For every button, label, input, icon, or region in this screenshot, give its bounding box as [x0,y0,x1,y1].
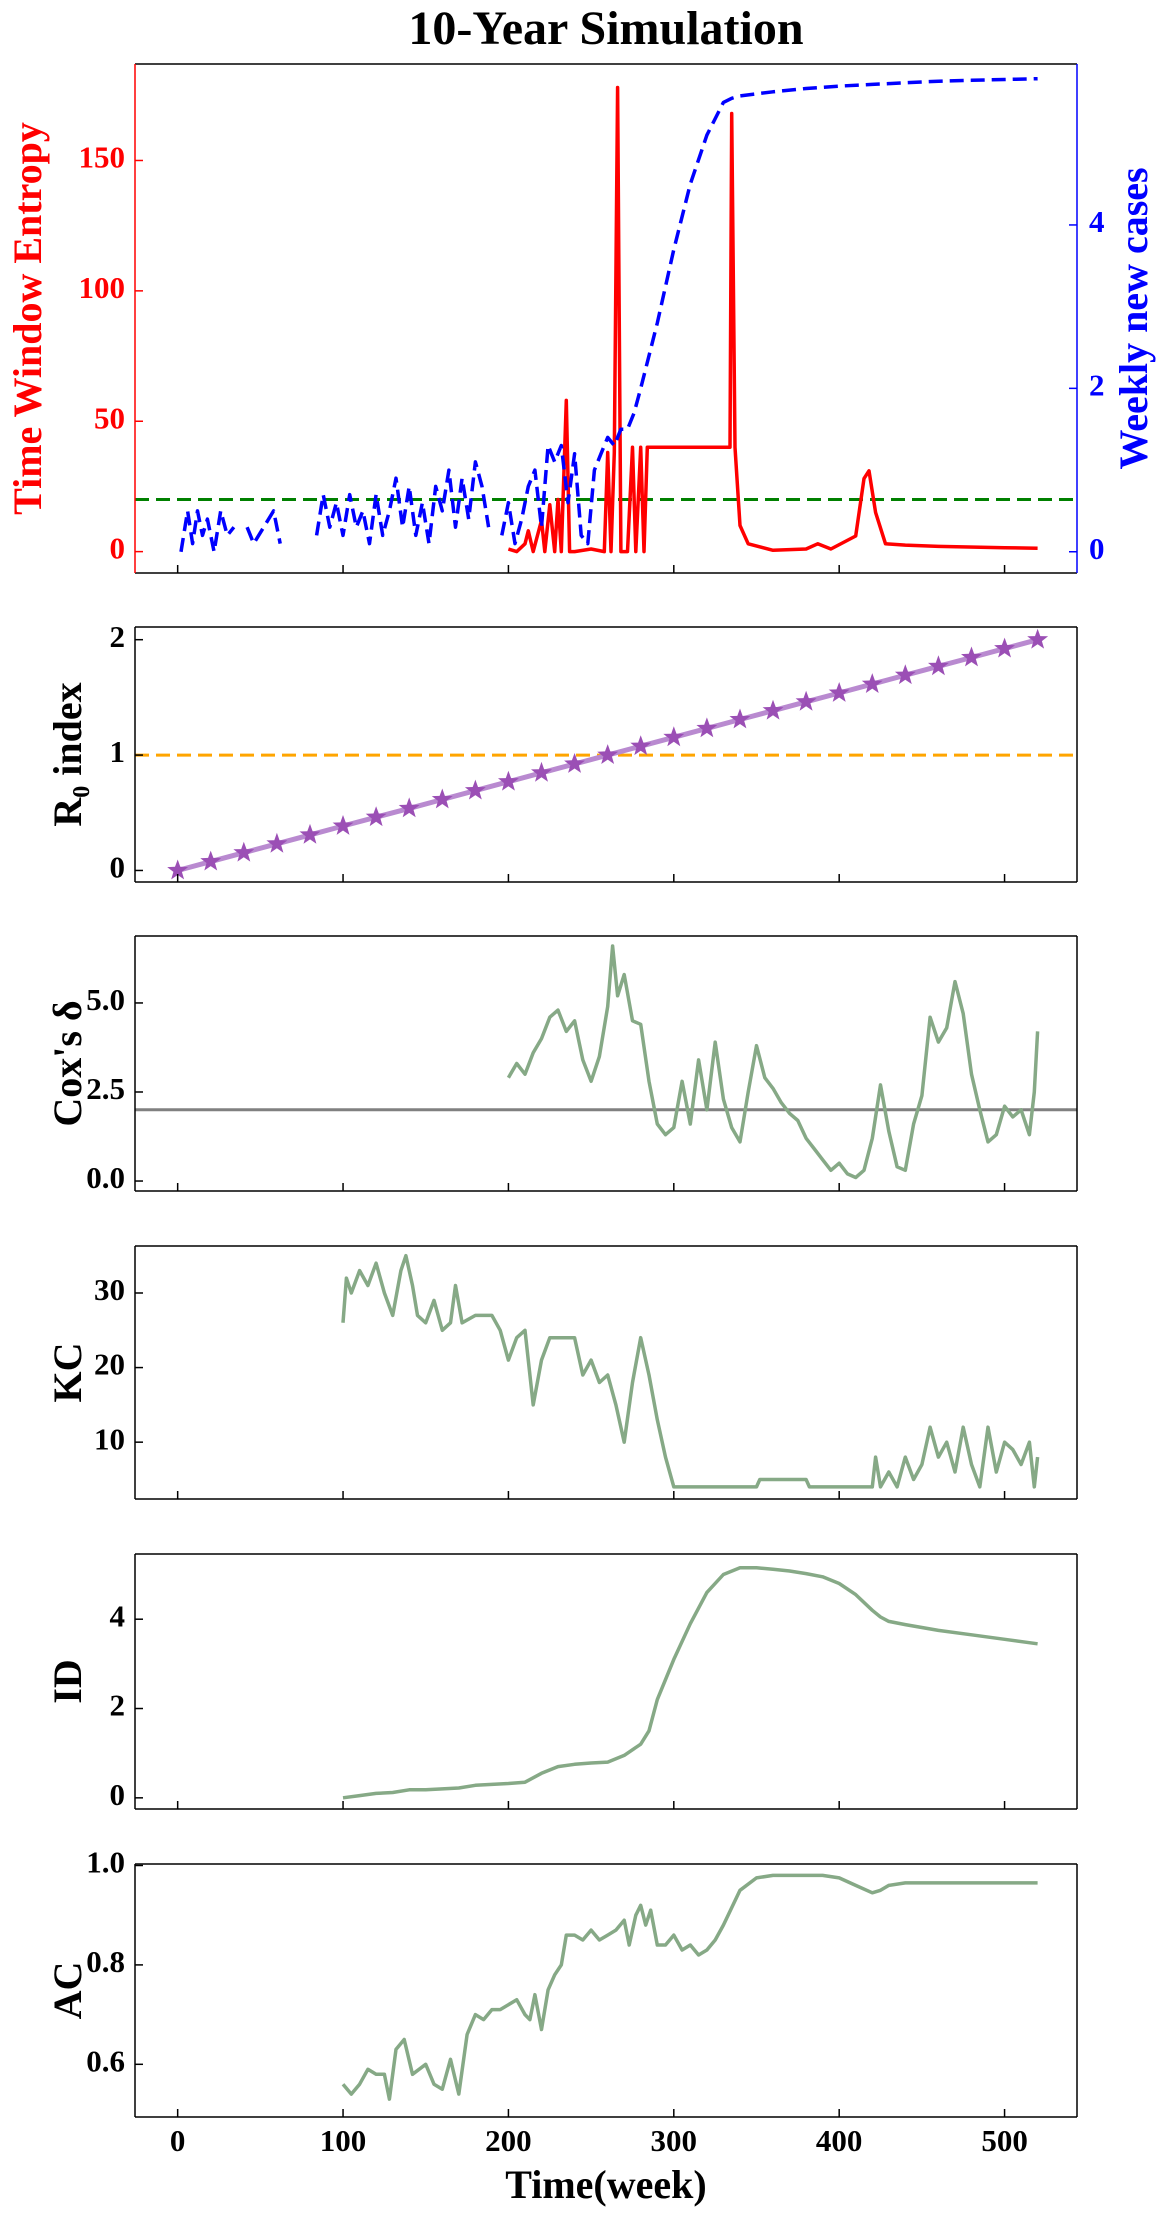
y-tick-label: 20 [94,1347,125,1382]
y-tick-label: 0 [110,850,126,885]
y-axis-label: Cox's δ [45,1000,90,1126]
y-tick-label: 10 [94,1421,125,1456]
star-marker [167,859,189,880]
star-marker [531,761,552,782]
star-marker [431,788,453,809]
star-marker [564,753,585,773]
y-tick-label: 0 [110,1777,126,1812]
y-axis-label: ID [45,1659,90,1703]
star-marker [861,673,883,693]
y-tick-label: 0.8 [86,1944,125,1979]
star-marker [994,637,1015,658]
x-tick-label: 0 [170,2123,186,2158]
y-tick-label: 50 [94,400,125,435]
star-marker [630,735,652,756]
star-marker [762,699,784,720]
y2-tick-label: 2 [1089,367,1105,402]
star-marker [200,850,222,871]
x-axis-label: Time(week) [505,2162,706,2207]
x-tick-label: 100 [320,2123,367,2158]
y-axis-label: R₀ index [45,682,90,826]
y-tick-label: 2 [110,1688,126,1723]
data-line [341,1253,1040,1489]
star-marker [464,779,486,800]
y-tick-label: 5.0 [86,982,125,1017]
y-tick-label: 0 [110,531,126,566]
y-axis-label: Time Window Entropy [5,122,50,515]
star-marker [928,655,949,676]
star-marker [1027,628,1049,649]
y-tick-label: 2 [110,619,126,654]
y2-tick-label: 4 [1089,204,1105,239]
x-tick-label: 500 [981,2123,1028,2158]
y-tick-label: 1.0 [86,1845,125,1880]
star-marker [961,646,982,667]
star-marker [795,690,817,711]
y2-axis-label: Weekly new cases [1111,167,1156,469]
y-axis-label: KC [45,1343,90,1403]
star-marker [828,682,850,702]
x-tick-label: 400 [816,2123,863,2158]
chart-title: 10-Year Simulation [408,2,803,55]
star-marker [597,744,619,764]
star-marker [894,664,916,685]
star-marker [398,797,420,818]
star-marker [332,815,354,835]
x-tick-label: 300 [651,2123,698,2158]
y-tick-label: 0.0 [86,1160,125,1195]
star-marker [729,708,751,729]
star-marker [266,832,288,853]
data-line [506,944,1040,1180]
star-marker [299,823,321,844]
y-tick-label: 100 [79,270,126,305]
y2-tick-label: 0 [1089,531,1105,566]
star-marker [498,770,519,791]
data-line [507,85,1038,554]
y-tick-label: 0.6 [86,2043,125,2078]
y-tick-label: 4 [110,1598,126,1633]
x-tick-label: 200 [485,2123,532,2158]
star-marker [663,726,685,747]
data-line [341,1873,1038,2101]
y-tick-label: 2.5 [86,1071,125,1106]
star-marker [696,717,718,738]
y-tick-label: 1 [110,734,126,769]
star-marker [233,841,255,862]
y-tick-label: 150 [79,140,126,175]
y-axis-label: AC [45,1962,90,2020]
star-marker [365,806,387,827]
y-tick-label: 30 [94,1272,125,1307]
data-line [342,1566,1038,1800]
